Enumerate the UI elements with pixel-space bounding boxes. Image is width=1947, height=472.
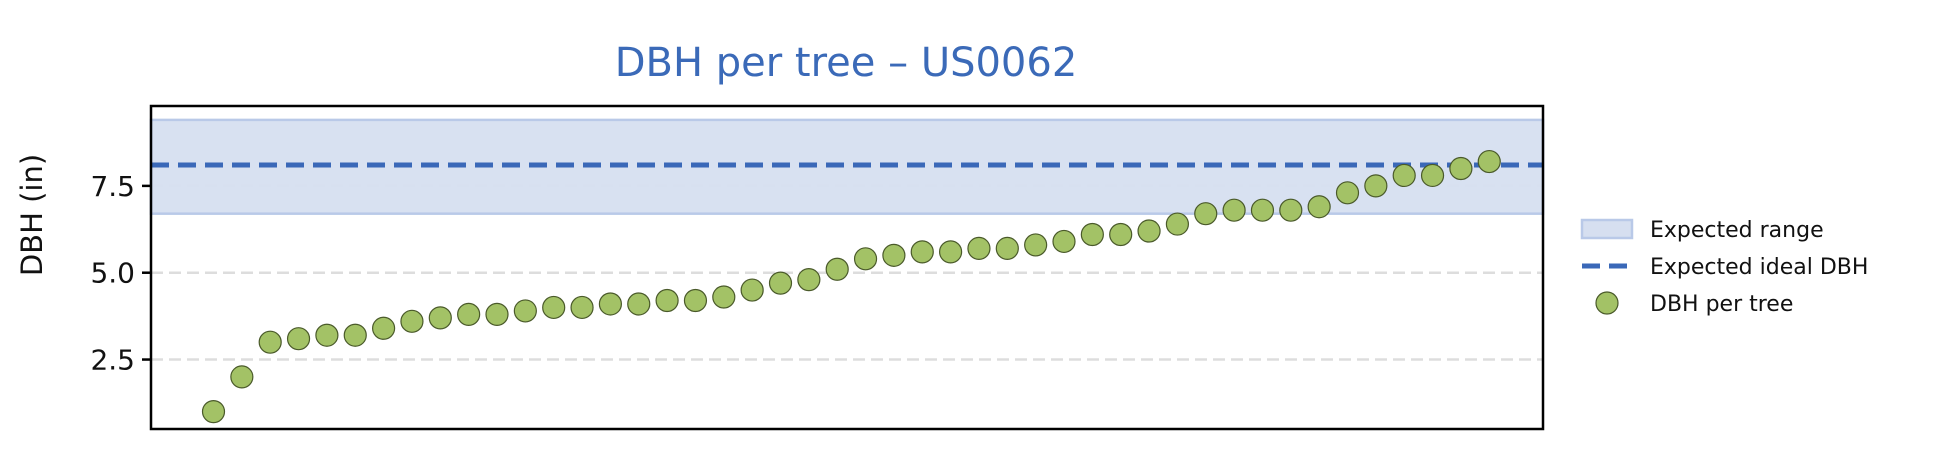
data-point bbox=[740, 278, 764, 302]
data-point bbox=[683, 288, 708, 313]
data-point bbox=[882, 243, 906, 267]
data-point bbox=[400, 309, 424, 333]
data-point bbox=[768, 271, 793, 295]
data-point bbox=[825, 257, 849, 281]
expected-range-band bbox=[149, 118, 1545, 215]
data-point bbox=[910, 240, 934, 264]
legend-point-swatch bbox=[1595, 291, 1619, 315]
legend-range-swatch bbox=[1580, 218, 1634, 240]
legend-label-ideal: Expected ideal DBH bbox=[1650, 255, 1868, 280]
chart-title: DBH per tree – US0062 bbox=[615, 40, 1078, 86]
y-axis-label: DBH (in) bbox=[15, 154, 49, 276]
data-point bbox=[1392, 163, 1416, 188]
data-point bbox=[1335, 181, 1360, 205]
y-tick-label: 5.0 bbox=[90, 257, 135, 290]
data-point bbox=[938, 240, 963, 264]
data-point bbox=[1364, 174, 1388, 198]
data-point bbox=[485, 302, 509, 326]
legend-label-points: DBH per tree bbox=[1650, 292, 1793, 317]
data-point bbox=[1109, 222, 1133, 247]
data-point bbox=[230, 365, 254, 389]
data-point bbox=[1307, 195, 1331, 219]
y-tick-label: 7.5 bbox=[90, 170, 135, 203]
data-point bbox=[457, 302, 481, 326]
data-point bbox=[598, 292, 623, 316]
data-point bbox=[1477, 149, 1501, 174]
data-point bbox=[627, 292, 651, 316]
data-point bbox=[1194, 202, 1218, 226]
legend-label-range: Expected range bbox=[1650, 218, 1824, 243]
data-point bbox=[995, 236, 1019, 260]
data-point bbox=[1222, 198, 1246, 222]
data-point bbox=[1024, 233, 1048, 257]
data-point bbox=[542, 295, 566, 320]
data-point bbox=[1279, 198, 1303, 222]
data-point bbox=[967, 236, 991, 260]
data-point bbox=[513, 299, 537, 323]
data-point bbox=[286, 327, 311, 351]
plot-frame bbox=[149, 104, 1545, 431]
data-point bbox=[1165, 212, 1190, 236]
y-tick-label: 2.5 bbox=[90, 344, 135, 377]
data-point bbox=[1250, 198, 1275, 222]
data-point bbox=[797, 268, 821, 292]
data-point bbox=[570, 295, 594, 320]
plot-area: 2.5 5.0 7.5 bbox=[90, 104, 1545, 431]
data-point bbox=[712, 285, 736, 309]
legend: Expected range Expected ideal DBH DBH per … bbox=[1580, 218, 1868, 317]
data-point bbox=[1080, 222, 1104, 247]
data-point bbox=[655, 288, 679, 313]
data-point bbox=[1420, 163, 1445, 188]
data-point bbox=[372, 316, 396, 340]
data-point bbox=[428, 306, 452, 330]
data-point bbox=[1052, 229, 1076, 254]
data-point bbox=[315, 323, 339, 347]
data-point bbox=[1449, 156, 1473, 181]
data-point bbox=[201, 400, 226, 424]
data-point bbox=[258, 330, 282, 354]
data-point bbox=[343, 323, 367, 347]
data-point bbox=[853, 247, 878, 271]
data-point bbox=[1137, 219, 1161, 243]
